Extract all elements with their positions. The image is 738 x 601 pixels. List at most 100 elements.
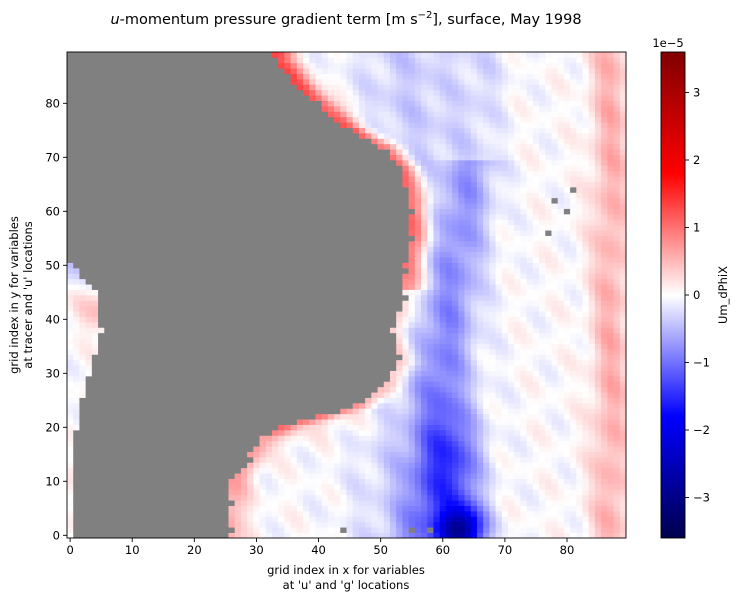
field-cell bbox=[526, 419, 534, 425]
land-cell bbox=[209, 489, 217, 496]
land-cell bbox=[116, 316, 124, 323]
field-cell bbox=[495, 527, 503, 533]
land-cell bbox=[135, 413, 142, 420]
land-cell bbox=[197, 521, 204, 528]
field-cell bbox=[532, 500, 540, 506]
field-cell bbox=[408, 278, 416, 285]
land-cell bbox=[141, 370, 149, 377]
field-cell bbox=[476, 408, 484, 415]
field-cell bbox=[483, 370, 490, 377]
field-cell bbox=[352, 532, 360, 539]
field-cell bbox=[495, 370, 503, 377]
field-cell bbox=[495, 338, 503, 344]
field-cell bbox=[489, 289, 496, 296]
field-cell bbox=[464, 322, 472, 328]
land-cell bbox=[296, 305, 304, 312]
field-cell bbox=[402, 403, 409, 409]
field-cell bbox=[346, 430, 354, 436]
land-cell bbox=[191, 251, 198, 258]
field-cell bbox=[358, 489, 366, 496]
field-cell bbox=[445, 484, 453, 490]
field-cell bbox=[557, 273, 565, 280]
land-cell bbox=[296, 413, 304, 420]
field-cell bbox=[284, 478, 291, 485]
field-cell bbox=[414, 305, 422, 312]
field-cell bbox=[570, 435, 577, 442]
field-cell bbox=[613, 316, 621, 323]
field-cell bbox=[526, 392, 534, 398]
land-cell bbox=[377, 246, 385, 253]
land-cell bbox=[166, 354, 173, 361]
field-cell bbox=[396, 392, 403, 398]
field-cell bbox=[358, 478, 366, 485]
field-cell bbox=[576, 413, 583, 420]
land-cell bbox=[234, 295, 242, 301]
land-cell bbox=[203, 381, 211, 388]
land-cell bbox=[365, 257, 372, 263]
field-cell bbox=[228, 532, 236, 539]
land-cell bbox=[141, 451, 149, 458]
field-cell bbox=[340, 500, 347, 506]
field-cell bbox=[601, 430, 608, 436]
field-cell bbox=[495, 484, 503, 490]
field-cell bbox=[340, 462, 347, 469]
land-cell bbox=[383, 354, 391, 361]
field-cell bbox=[594, 430, 602, 436]
land-cell bbox=[166, 370, 173, 377]
land-cell bbox=[265, 257, 273, 263]
land-cell bbox=[271, 278, 279, 285]
land-cell bbox=[160, 235, 167, 242]
land-cell bbox=[216, 295, 223, 301]
land-cell bbox=[371, 370, 378, 377]
land-cell bbox=[315, 305, 322, 312]
field-cell bbox=[91, 343, 99, 350]
field-cell bbox=[563, 511, 571, 517]
land-cell bbox=[271, 365, 279, 371]
field-cell bbox=[284, 462, 291, 469]
field-cell bbox=[327, 521, 335, 528]
land-cell bbox=[216, 457, 223, 463]
field-cell bbox=[91, 311, 99, 317]
field-cell bbox=[427, 440, 434, 447]
field-cell bbox=[514, 500, 521, 506]
land-cell bbox=[98, 300, 105, 307]
field-cell bbox=[445, 251, 453, 258]
field-cell bbox=[601, 494, 608, 501]
land-cell bbox=[166, 343, 173, 350]
land-cell bbox=[340, 235, 347, 242]
land-cell bbox=[253, 295, 260, 301]
field-cell bbox=[346, 478, 354, 485]
field-cell bbox=[619, 327, 627, 334]
field-cell bbox=[495, 532, 503, 539]
land-cell bbox=[141, 343, 149, 350]
land-cell bbox=[129, 354, 136, 361]
field-cell bbox=[563, 462, 571, 469]
land-cell bbox=[228, 413, 236, 420]
field-cell bbox=[532, 494, 540, 501]
land-cell bbox=[296, 392, 304, 398]
field-cell bbox=[539, 343, 546, 350]
field-cell bbox=[532, 251, 540, 258]
field-cell bbox=[452, 413, 459, 420]
field-cell bbox=[476, 467, 484, 474]
land-cell bbox=[278, 392, 285, 398]
land-cell bbox=[228, 392, 236, 398]
field-cell bbox=[607, 451, 614, 458]
field-cell bbox=[396, 424, 403, 431]
land-cell bbox=[79, 262, 86, 269]
field-cell bbox=[551, 338, 559, 344]
field-cell bbox=[290, 440, 298, 447]
land-cell bbox=[253, 235, 260, 242]
land-cell bbox=[247, 268, 254, 274]
land-cell bbox=[116, 424, 124, 431]
field-cell bbox=[483, 316, 490, 323]
land-cell bbox=[153, 440, 161, 447]
land-cell bbox=[334, 376, 341, 382]
field-cell bbox=[67, 413, 74, 420]
field-cell bbox=[551, 435, 559, 442]
land-cell bbox=[327, 354, 335, 361]
field-cell bbox=[557, 251, 565, 258]
field-cell bbox=[495, 289, 503, 296]
land-cell bbox=[222, 532, 229, 539]
field-cell bbox=[421, 316, 428, 323]
